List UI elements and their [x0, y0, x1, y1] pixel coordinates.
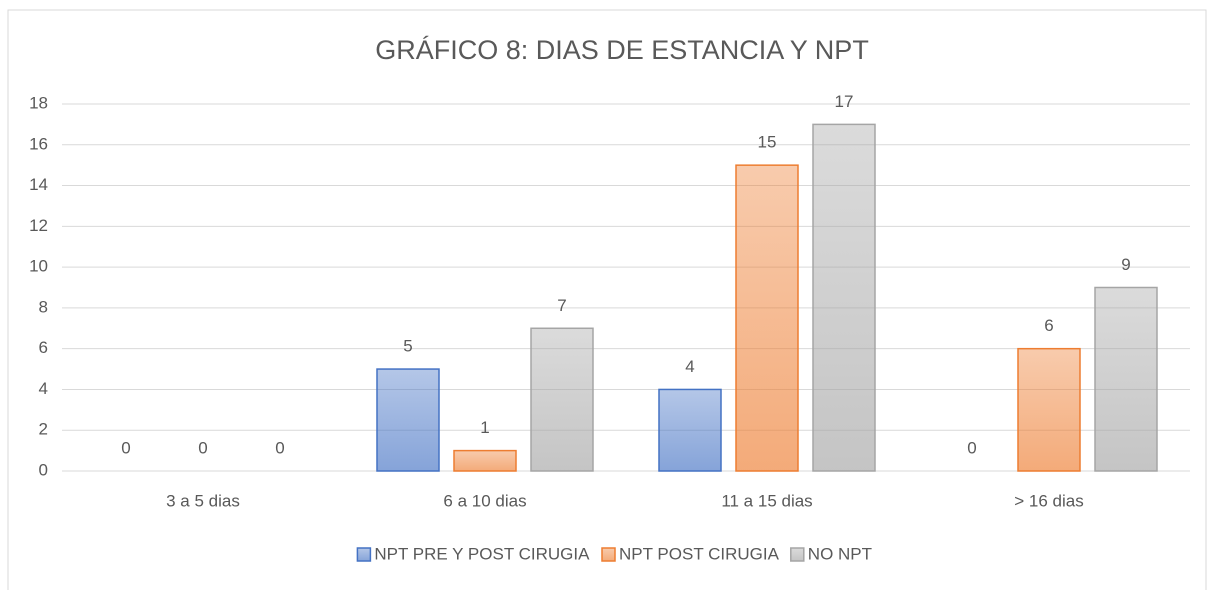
- data-label: 17: [835, 92, 854, 111]
- y-tick-label: 8: [39, 297, 48, 316]
- y-tick-label: 16: [29, 134, 48, 153]
- chart-title: GRÁFICO 8: DIAS DE ESTANCIA Y NPT: [375, 35, 869, 65]
- data-label: 5: [403, 337, 412, 356]
- legend-swatch: [601, 547, 616, 562]
- y-tick-label: 2: [39, 420, 48, 439]
- chart-border: [7, 9, 1207, 590]
- x-tick-label: > 16 dias: [1014, 491, 1083, 510]
- bar: [1094, 286, 1158, 472]
- bar: [453, 449, 517, 472]
- x-tick-label: 6 a 10 dias: [443, 491, 526, 510]
- y-tick-label: 14: [29, 175, 48, 194]
- bar: [812, 123, 876, 472]
- data-label: 0: [198, 438, 207, 457]
- y-tick-label: 0: [39, 460, 48, 479]
- bar: [1017, 347, 1081, 472]
- bar: [735, 164, 799, 472]
- data-label: 0: [967, 438, 976, 457]
- x-tick-label: 11 a 15 dias: [721, 491, 812, 510]
- y-tick-label: 10: [29, 257, 48, 276]
- y-tick-label: 4: [39, 379, 48, 398]
- y-tick-label: 6: [39, 338, 48, 357]
- y-tick-label: 12: [29, 216, 48, 235]
- legend-label: NPT POST CIRUGIA: [619, 544, 780, 563]
- legend-swatch: [790, 547, 805, 562]
- legend-label: NPT PRE Y POST CIRUGIA: [374, 544, 590, 563]
- bar: [376, 368, 440, 472]
- x-tick-label: 3 a 5 dias: [166, 491, 240, 510]
- data-label: 9: [1121, 255, 1130, 274]
- data-label: 7: [557, 296, 566, 315]
- data-label: 1: [480, 418, 489, 437]
- y-tick-label: 18: [29, 93, 48, 112]
- data-label: 0: [275, 438, 284, 457]
- data-label: 6: [1044, 316, 1053, 335]
- legend-swatch: [356, 547, 372, 562]
- bar: [658, 388, 722, 472]
- data-label: 15: [758, 133, 777, 152]
- legend-label: NO NPT: [808, 544, 872, 563]
- data-label: 0: [121, 438, 130, 457]
- bar: [530, 327, 594, 472]
- data-label: 4: [685, 357, 694, 376]
